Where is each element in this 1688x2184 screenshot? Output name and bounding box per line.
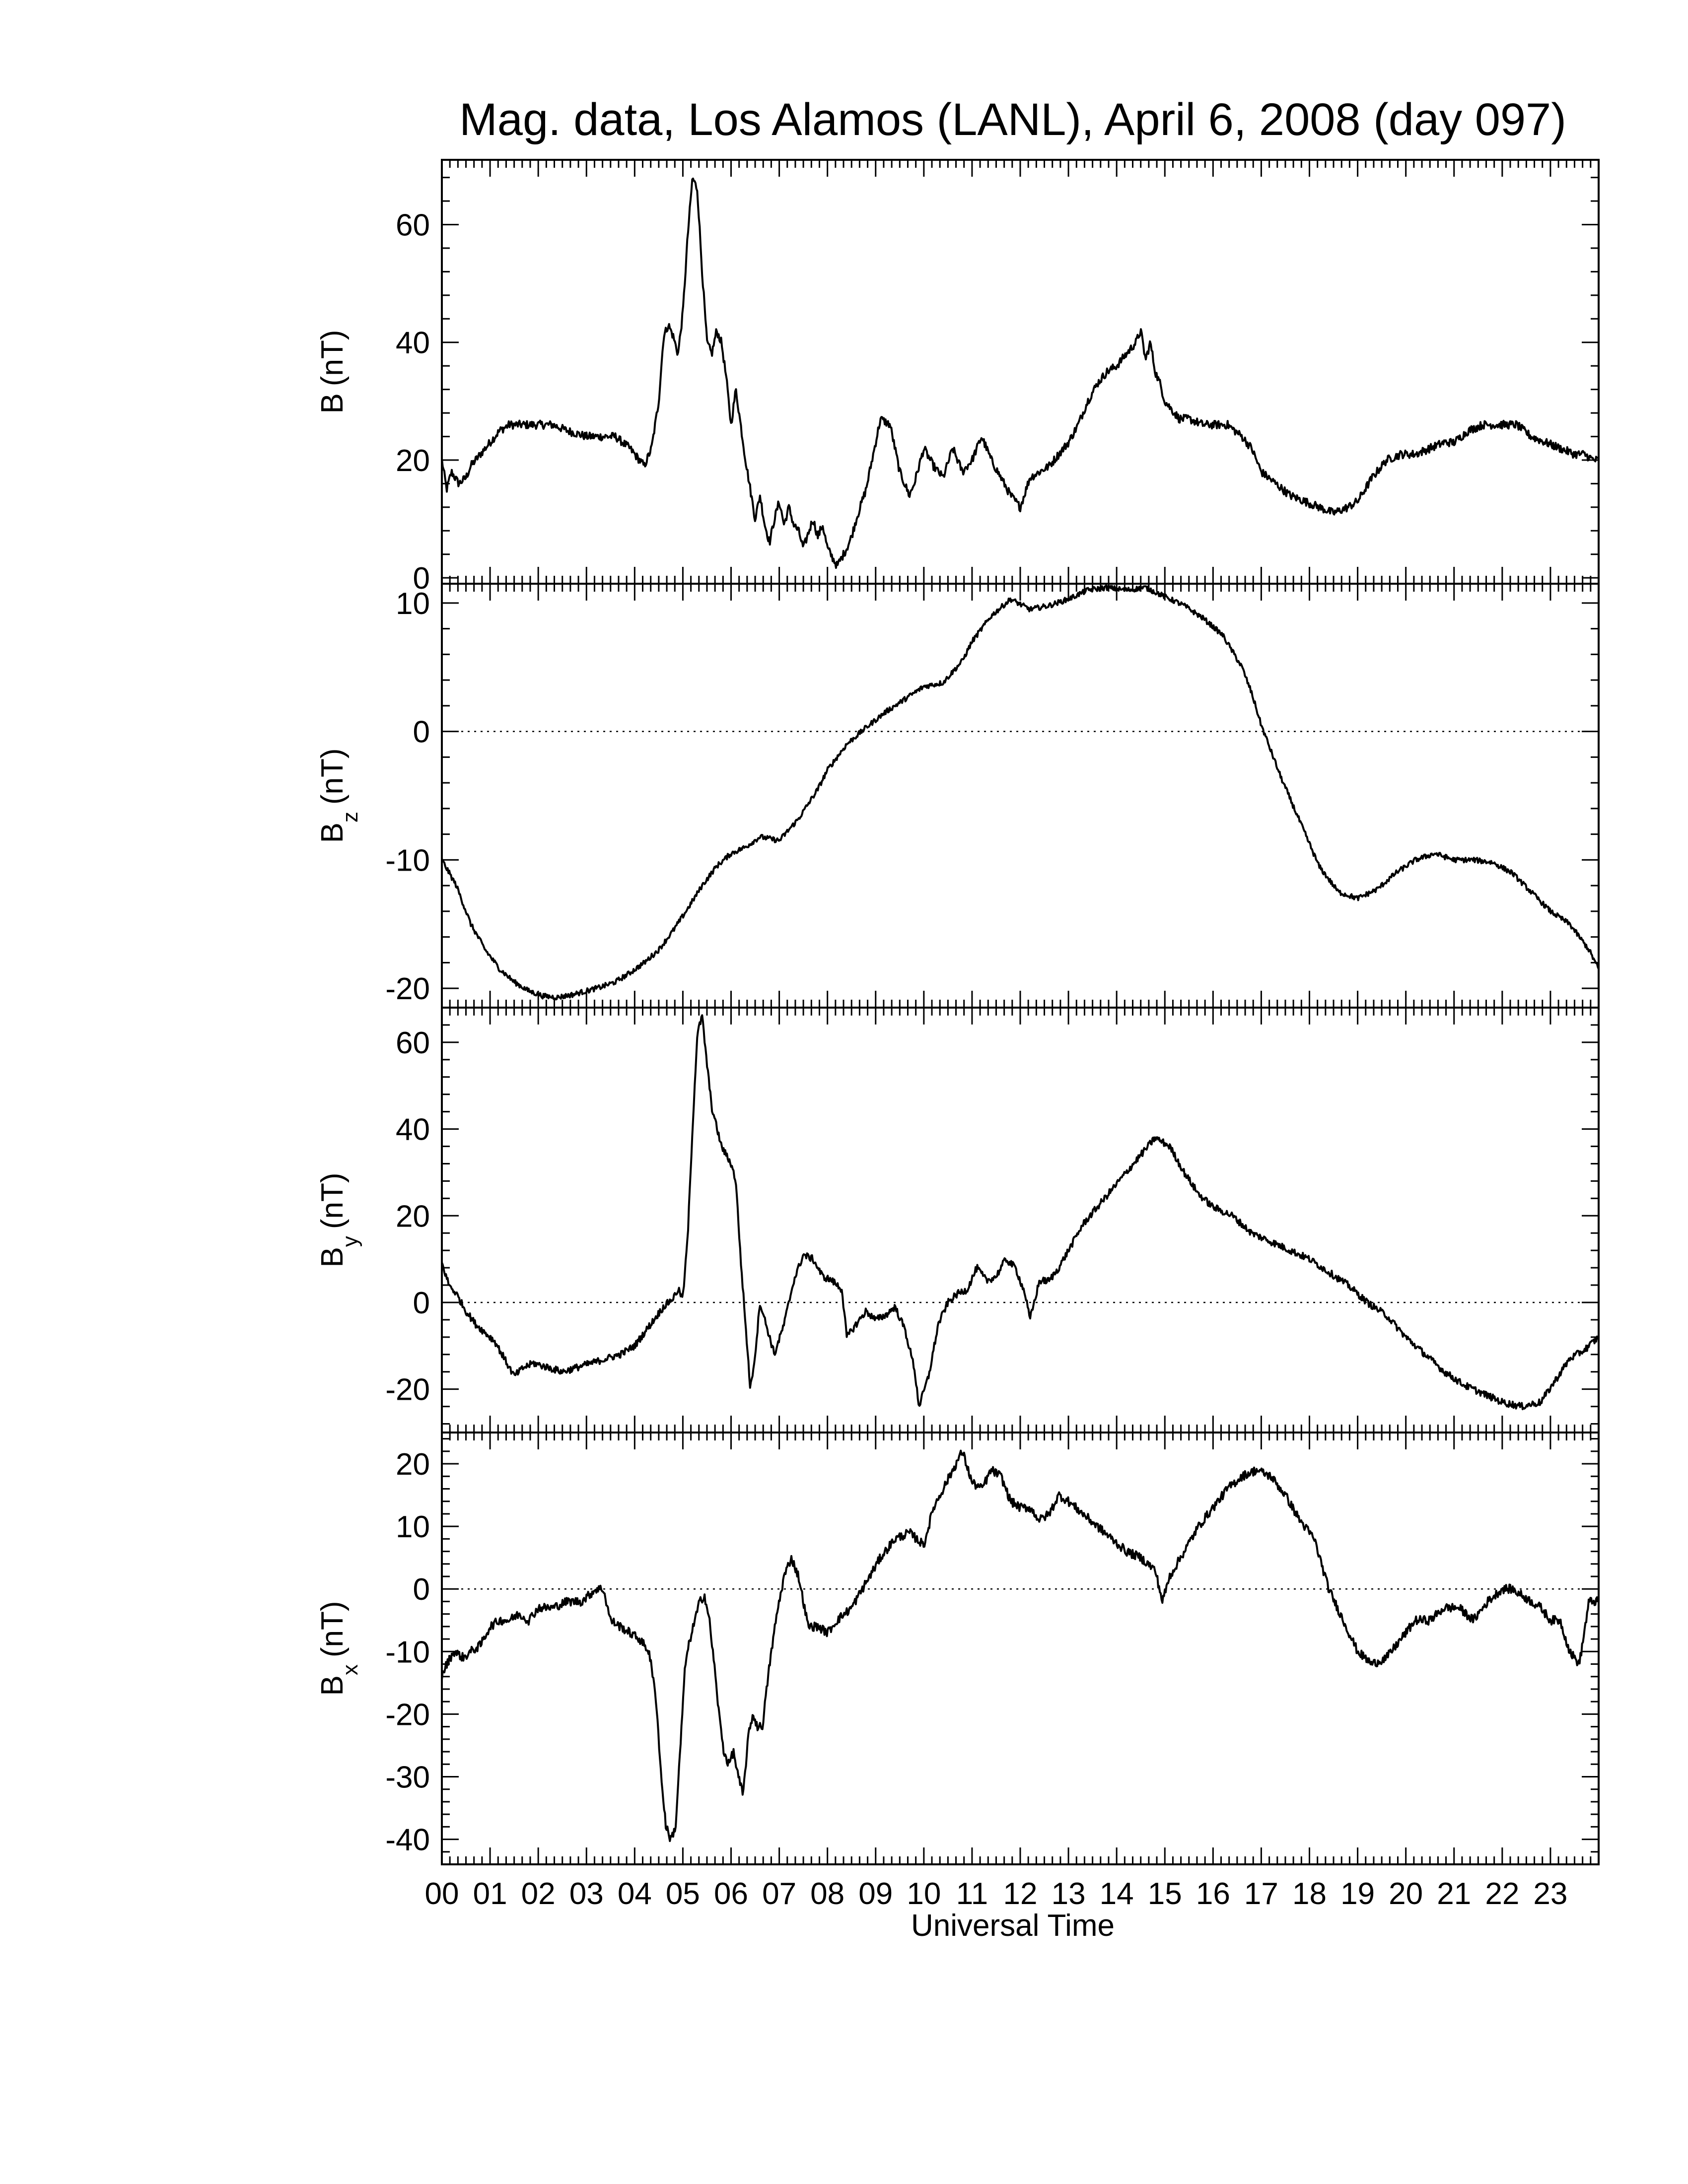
y-tick-label: -30 bbox=[385, 1760, 430, 1794]
y-label-main: B bbox=[315, 393, 350, 413]
y-axis-label-By: By (nT) bbox=[315, 1172, 362, 1267]
x-tick-label: 21 bbox=[1437, 1877, 1471, 1911]
x-tick-label: 07 bbox=[762, 1877, 796, 1911]
x-tick-label: 00 bbox=[425, 1877, 459, 1911]
y-tick-label: -20 bbox=[385, 972, 430, 1006]
x-tick-label: 06 bbox=[714, 1877, 748, 1911]
y-axis-label-B: B (nT) bbox=[315, 330, 350, 413]
x-axis-label: Universal Time bbox=[911, 1909, 1115, 1943]
panel-frame-By bbox=[441, 1007, 1600, 1433]
x-tick-label: 04 bbox=[618, 1877, 652, 1911]
x-tick-label: 09 bbox=[858, 1877, 893, 1911]
y-label-unit: (nT) bbox=[315, 748, 350, 805]
y-axis-label-Bx: Bx (nT) bbox=[315, 1601, 362, 1696]
x-tick-label: 22 bbox=[1485, 1877, 1519, 1911]
y-label-main: B bbox=[315, 822, 350, 843]
panel-frame-B bbox=[441, 159, 1600, 585]
series-line-Bx bbox=[441, 1449, 1600, 1843]
y-tick-label: -20 bbox=[385, 1698, 430, 1732]
series-line-Bz bbox=[441, 584, 1600, 1001]
y-tick-label: 40 bbox=[396, 1113, 430, 1147]
panel-Bz: -20 -10 0 10 Bz (nT) bbox=[315, 583, 1600, 1009]
y-label-main: B bbox=[315, 1247, 350, 1267]
x-tick-label: 13 bbox=[1052, 1877, 1086, 1911]
series-line-B bbox=[441, 177, 1599, 569]
y-tick-label: 0 bbox=[413, 561, 430, 596]
panels-group: 0204060B(nT)-20-10010Bz(nT)-200204060By(… bbox=[315, 159, 1600, 1865]
y-tick-label: -10 bbox=[385, 1635, 430, 1669]
x-tick-label: 20 bbox=[1389, 1877, 1423, 1911]
y-tick-label: -20 bbox=[385, 1373, 430, 1407]
series-line-By bbox=[441, 1014, 1600, 1411]
y-tick-label: 60 bbox=[396, 208, 430, 242]
x-tick-label: 12 bbox=[1003, 1877, 1038, 1911]
y-tick-label: -40 bbox=[385, 1823, 430, 1857]
x-tick-label: 08 bbox=[810, 1877, 844, 1911]
panel-B: 0 20 40 60 B (nT) bbox=[315, 159, 1600, 596]
y-label-subscript: x bbox=[338, 1664, 362, 1675]
y-tick-label: 20 bbox=[396, 444, 430, 478]
y-axis-label-Bz: Bz (nT) bbox=[315, 748, 362, 843]
x-tick-label: 17 bbox=[1244, 1877, 1278, 1911]
panel-frame-Bz bbox=[441, 583, 1600, 1009]
y-label-subscript: y bbox=[338, 1236, 362, 1247]
chart-title: Mag. data, Los Alamos (LANL), April 6, 2… bbox=[459, 94, 1566, 145]
x-tick-label: 01 bbox=[473, 1877, 507, 1911]
x-tick-label: 03 bbox=[569, 1877, 604, 1911]
y-tick-label: 0 bbox=[413, 1286, 430, 1320]
x-tick-label: 15 bbox=[1148, 1877, 1182, 1911]
panel-Bx: -40 -30 -20 -10 0 10 20 Bx (nT) bbox=[315, 1432, 1600, 1865]
y-label-unit: (nT) bbox=[315, 1601, 350, 1657]
y-tick-label: 40 bbox=[396, 326, 430, 360]
panel-By: -20 0 20 40 60 By (nT) bbox=[315, 1007, 1600, 1433]
x-tick-label: 23 bbox=[1533, 1877, 1567, 1911]
y-label-subscript: z bbox=[338, 812, 362, 822]
y-tick-label: 60 bbox=[396, 1026, 430, 1060]
x-tick-label: 16 bbox=[1196, 1877, 1230, 1911]
x-tick-label: 10 bbox=[907, 1877, 941, 1911]
y-tick-label: 20 bbox=[396, 1447, 430, 1482]
y-tick-label: 10 bbox=[396, 1510, 430, 1544]
x-tick-label: 05 bbox=[666, 1877, 700, 1911]
x-tick-label: 19 bbox=[1340, 1877, 1375, 1911]
y-label-main: B bbox=[315, 1675, 350, 1696]
x-tick-label: 11 bbox=[956, 1877, 988, 1911]
y-tick-label: 0 bbox=[413, 1572, 430, 1607]
y-tick-label: 20 bbox=[396, 1199, 430, 1233]
panel-frame-Bx bbox=[441, 1432, 1600, 1865]
x-tick-labels: 00 01 02 03 04 05 06 07 08 09 10 11 12 13 14 15 16 17 18 19… bbox=[425, 1877, 1568, 1911]
y-tick-label: 10 bbox=[396, 587, 430, 621]
x-tick-label: 14 bbox=[1100, 1877, 1134, 1911]
x-tick-label: 02 bbox=[521, 1877, 556, 1911]
y-tick-label: -10 bbox=[385, 843, 430, 878]
y-label-unit: (nT) bbox=[315, 1172, 350, 1229]
y-label-unit: (nT) bbox=[315, 330, 350, 386]
y-tick-label: 0 bbox=[413, 715, 430, 750]
x-tick-label: 18 bbox=[1292, 1877, 1327, 1911]
